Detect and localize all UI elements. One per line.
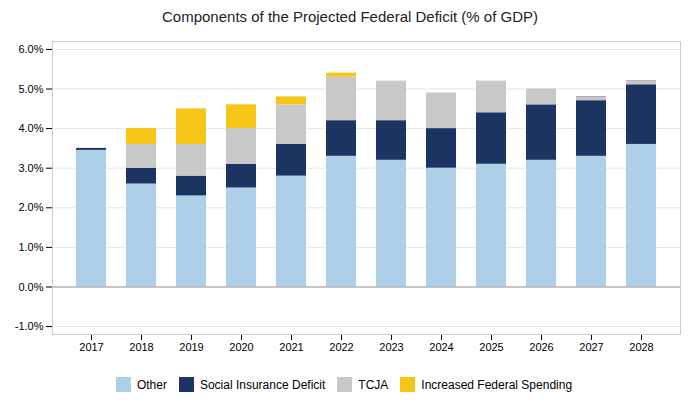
svg-text:2021: 2021: [279, 341, 303, 353]
svg-text:2020: 2020: [229, 341, 253, 353]
html-text:Increased Federal Spending: Increased Federal Spending: [421, 377, 573, 392]
svg-text:2017: 2017: [79, 341, 103, 353]
svg-text:2024: 2024: [429, 341, 453, 353]
svg-text:1.0%: 1.0%: [18, 241, 43, 253]
svg-text:2018: 2018: [129, 341, 153, 353]
svg-text:2022: 2022: [329, 341, 353, 353]
svg-text:2026: 2026: [529, 341, 553, 353]
svg-text:2.0%: 2.0%: [18, 201, 43, 213]
svg-text:6.0%: 6.0%: [18, 43, 43, 55]
svg-text:2019: 2019: [179, 341, 203, 353]
svg-text:2023: 2023: [379, 341, 403, 353]
svg-text:5.0%: 5.0%: [18, 83, 43, 95]
svg-text:2025: 2025: [479, 341, 503, 353]
svg-text:-1.0%: -1.0%: [15, 320, 44, 332]
html-text:Social Insurance Deficit: Social Insurance Deficit: [199, 377, 326, 392]
svg-text:3.0%: 3.0%: [18, 162, 43, 174]
svg-text:4.0%: 4.0%: [18, 122, 43, 134]
svg-text:2027: 2027: [579, 341, 603, 353]
html-text:TCJA: TCJA: [358, 377, 389, 392]
svg-text:0.0%: 0.0%: [18, 281, 43, 293]
svg-text:2028: 2028: [629, 341, 653, 353]
html-text:Other: Other: [136, 377, 167, 392]
html-text:Components of the Projected Fe: Components of the Projected Federal Defi…: [162, 8, 538, 25]
